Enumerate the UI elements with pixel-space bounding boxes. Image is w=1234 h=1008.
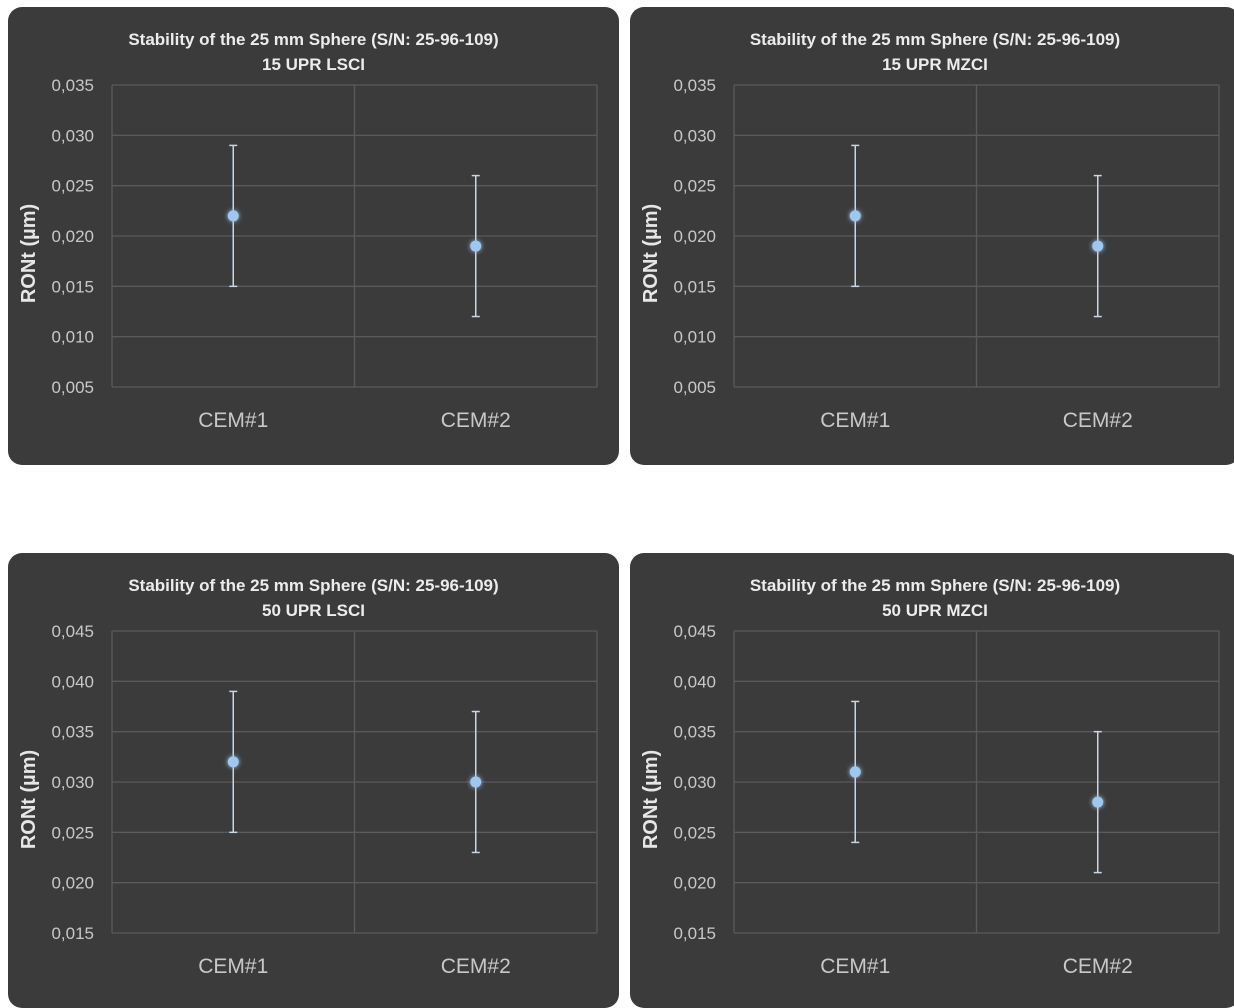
y-tick-label: 0,015 xyxy=(51,277,94,296)
x-tick-label: CEM#1 xyxy=(820,409,890,432)
y-tick-label: 0,010 xyxy=(51,328,94,347)
y-tick-label: 0,030 xyxy=(51,773,94,792)
x-tick-label: CEM#1 xyxy=(820,955,890,978)
y-tick-label: 0,020 xyxy=(673,874,716,893)
chart-plot: 0,045 0,040 0,035 0,030 0,025 0,020 0,015 CEM#1… xyxy=(673,622,1220,978)
data-point xyxy=(1092,240,1104,252)
chart-title: Stability of the 25 mm Sphere (S/N: 25-9… xyxy=(128,30,499,49)
y-tick-label: 0,005 xyxy=(673,378,716,397)
y-tick-label: 0,045 xyxy=(51,622,94,641)
chart-title: Stability of the 25 mm Sphere (S/N: 25-9… xyxy=(749,576,1121,595)
y-tick-label: 0,030 xyxy=(673,773,716,792)
x-tick-label: CEM#2 xyxy=(441,409,511,432)
chart-panel-15upr-mzci: Stability of the 25 mm Sphere (S/N: 25-9… xyxy=(630,7,1234,465)
chart-title: Stability of the 25 mm Sphere (S/N: 25-9… xyxy=(128,576,499,595)
y-tick-label: 0,030 xyxy=(51,126,94,145)
x-tick-label: CEM#1 xyxy=(198,955,268,978)
chart-plot: 0,045 0,040 0,035 0,030 0,025 0,020 0,015 CEM#1… xyxy=(51,622,598,978)
y-tick-label: 0,025 xyxy=(51,177,94,196)
chart-subtitle: 50 UPR MZCI xyxy=(882,601,988,620)
y-tick-label: 0,015 xyxy=(673,277,716,296)
y-tick-label: 0,040 xyxy=(673,672,716,691)
y-tick-label: 0,035 xyxy=(673,76,716,95)
chart-plot: 0,035 0,030 0,025 0,020 0,015 0,010 0,005 CEM#1… xyxy=(673,76,1220,432)
chart-panel-50upr-mzci: Stability of the 25 mm Sphere (S/N: 25-9… xyxy=(630,553,1234,1008)
data-point xyxy=(470,240,482,252)
y-tick-label: 0,020 xyxy=(673,227,716,246)
data-point xyxy=(849,210,861,222)
y-tick-label: 0,010 xyxy=(673,328,716,347)
y-tick-label: 0,005 xyxy=(51,378,94,397)
y-tick-label: 0,020 xyxy=(51,874,94,893)
data-point xyxy=(849,766,861,778)
y-tick-label: 0,045 xyxy=(673,622,716,641)
chart-title: Stability of the 25 mm Sphere (S/N: 25-9… xyxy=(749,30,1121,49)
data-point xyxy=(1092,796,1104,808)
y-tick-label: 0,035 xyxy=(51,76,94,95)
data-point xyxy=(227,756,239,768)
x-tick-label: CEM#2 xyxy=(1063,409,1133,432)
y-tick-label: 0,035 xyxy=(673,723,716,742)
y-tick-label: 0,035 xyxy=(51,723,94,742)
chart-subtitle: 15 UPR LSCI xyxy=(262,55,365,74)
y-tick-label: 0,020 xyxy=(51,227,94,246)
data-point xyxy=(470,776,482,788)
y-tick-label: 0,030 xyxy=(673,126,716,145)
chart-subtitle: 15 UPR MZCI xyxy=(882,55,988,74)
chart-plot: 0,035 0,030 0,025 0,020 0,015 0,010 0,005 CEM#1… xyxy=(51,76,598,432)
chart-panel-15upr-lsci: Stability of the 25 mm Sphere (S/N: 25-9… xyxy=(8,7,619,465)
y-tick-label: 0,025 xyxy=(673,177,716,196)
x-tick-label: CEM#2 xyxy=(441,955,511,978)
x-tick-label: CEM#1 xyxy=(198,409,268,432)
y-tick-label: 0,015 xyxy=(51,924,94,943)
y-tick-label: 0,025 xyxy=(51,823,94,842)
y-tick-label: 0,015 xyxy=(673,924,716,943)
data-point xyxy=(227,210,239,222)
y-tick-label: 0,025 xyxy=(673,823,716,842)
y-tick-label: 0,040 xyxy=(51,672,94,691)
chart-subtitle: 50 UPR LSCI xyxy=(262,601,365,620)
chart-panel-50upr-lsci: Stability of the 25 mm Sphere (S/N: 25-9… xyxy=(8,553,619,1008)
x-tick-label: CEM#2 xyxy=(1063,955,1133,978)
